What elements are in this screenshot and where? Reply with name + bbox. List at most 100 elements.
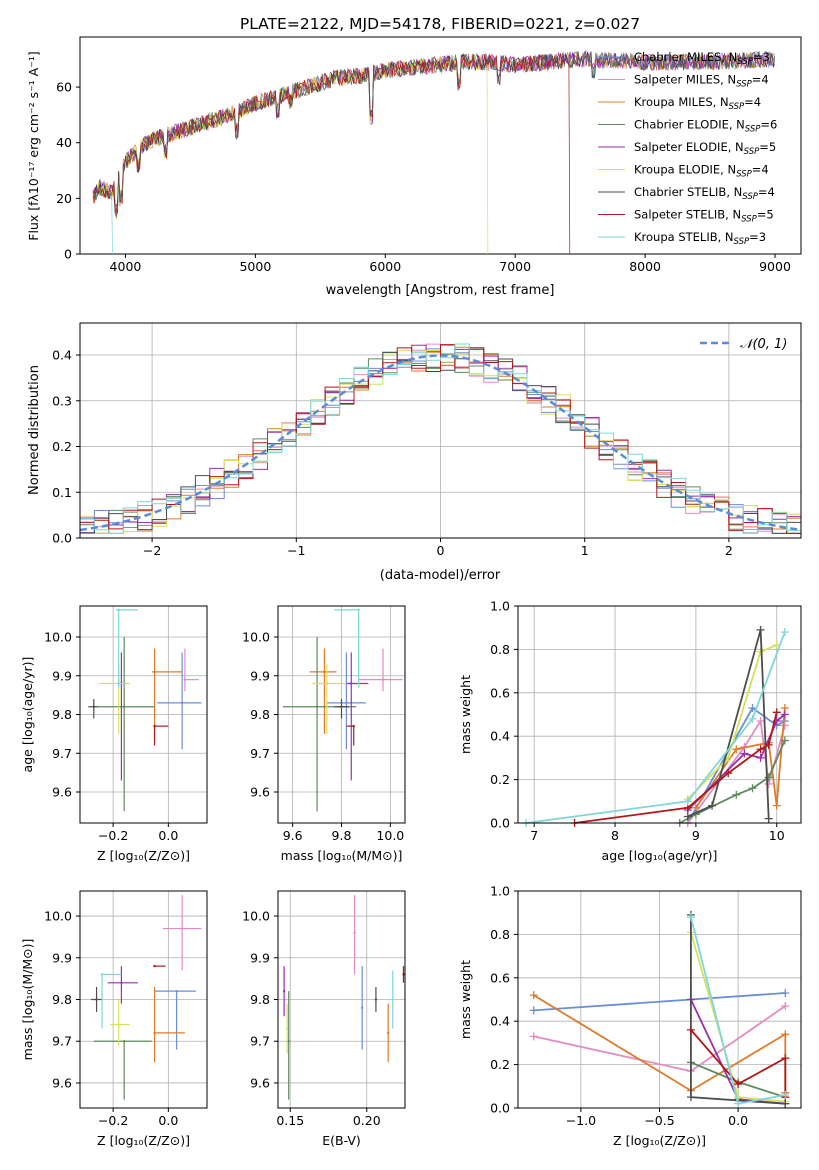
weight-vs-age-panel: 7 8 9 10 0.0 0.2 0.4 0.6 0.8 1.0 age [log₁₀(age/yr… — [458, 599, 802, 863]
series-line — [687, 644, 778, 800]
legend-label: Salpeter STELIB, NSSP=5 — [634, 208, 774, 225]
series-marker — [748, 703, 757, 712]
series-line — [687, 629, 770, 819]
data-point — [381, 678, 385, 681]
data-point — [153, 670, 156, 674]
figure-title: PLATE=2122, MJD=54178, FIBERID=0221, z=0… — [240, 15, 640, 33]
y-tick-label: 9.9 — [250, 950, 270, 965]
x-tick-label: 8000 — [629, 259, 661, 274]
data-point — [180, 701, 184, 705]
data-point — [340, 705, 343, 708]
x-tick-label: 9.8 — [332, 828, 352, 843]
series-marker — [780, 721, 789, 730]
plot-area-frame — [517, 605, 802, 824]
data-point — [402, 973, 405, 976]
residuals-x-label: (data-model)/error — [380, 568, 501, 583]
y-tick-label: 9.9 — [250, 668, 270, 683]
residuals-y-ticks: 0.0 0.1 0.2 0.3 0.4 — [52, 348, 80, 546]
data-point — [282, 989, 286, 993]
series-line — [679, 740, 786, 824]
y-tick-label: 9.7 — [52, 746, 72, 761]
legend-label: Chabrier ELODIE, NSSP=6 — [634, 118, 777, 135]
data-point — [153, 964, 156, 968]
series-marker — [780, 736, 789, 745]
legend-label: Kroupa ELODIE, NSSP=4 — [634, 163, 769, 180]
data-point — [357, 608, 360, 612]
spectrum-lines — [92, 49, 775, 255]
series-marker — [748, 714, 757, 723]
data-point — [325, 682, 329, 685]
series-marker — [756, 717, 765, 726]
y-tick-label: 0.0 — [490, 1101, 510, 1116]
data-point — [315, 705, 319, 708]
data-point — [353, 931, 356, 934]
y-tick-label: 9.7 — [52, 1034, 72, 1049]
legend-label: Chabrier MILES, NSSP=3 — [634, 50, 770, 67]
y-axis-label: mass weight — [458, 960, 473, 1039]
y-tick-label: 0.4 — [490, 1014, 510, 1029]
x-tick-label: 7000 — [499, 259, 531, 274]
x-tick-label: −0.2 — [98, 1113, 128, 1128]
y-axis-label: age [log₁₀(age/yr)] — [20, 657, 35, 773]
y-tick-label: 10.0 — [242, 909, 270, 924]
x-axis-label: E(B-V) — [322, 1133, 361, 1148]
series-marker — [781, 988, 790, 997]
series-marker — [756, 745, 765, 754]
y-tick-label: 40 — [56, 135, 72, 150]
age-vs-metallicity-panel: −0.2 0.0 9.6 9.7 9.8 9.9 10.0 Z [log₁₀(Z/Z⊙)] ag… — [20, 605, 208, 863]
legend-label: Salpeter MILES, NSSP=4 — [634, 73, 769, 90]
series-marker — [740, 749, 749, 758]
y-tick-label: 1.0 — [490, 599, 510, 614]
mass-vs-extinction-panel: 0.15 0.20 9.6 9.7 9.8 9.9 10.0 E(B-V) — [242, 890, 406, 1148]
x-tick-label: −1.0 — [566, 1113, 596, 1128]
y-tick-label: 9.9 — [52, 668, 72, 683]
x-tick-label: −0.2 — [98, 828, 128, 843]
series-marker — [748, 784, 757, 793]
y-tick-label: 0.4 — [490, 729, 510, 744]
series-marker — [780, 710, 789, 719]
x-tick-label: 0.0 — [728, 1113, 748, 1128]
series-marker — [686, 1025, 695, 1034]
x-tick-label: 0 — [437, 543, 445, 558]
x-tick-label: 5000 — [239, 259, 271, 274]
y-axis-label: mass [log₁₀(M/M⊙)] — [20, 939, 35, 1061]
series-marker — [764, 740, 773, 749]
series-marker — [780, 628, 789, 637]
x-tick-label: 0.20 — [353, 1113, 381, 1128]
y-tick-label: 9.8 — [250, 992, 270, 1007]
y-tick-label: 0 — [64, 247, 72, 262]
x-tick-label: 0.0 — [158, 1113, 178, 1128]
y-tick-label: 0.2 — [490, 1057, 510, 1072]
data-point — [95, 998, 98, 1001]
legend-label: Kroupa STELIB, NSSP=3 — [634, 230, 766, 247]
series-marker — [764, 773, 773, 782]
x-tick-label: 8 — [611, 828, 619, 843]
legend-label: Kroupa MILES, NSSP=4 — [634, 95, 761, 112]
legend-label: Chabrier STELIB, NSSP=4 — [634, 185, 775, 202]
histogram-series — [80, 343, 801, 534]
series-marker — [772, 801, 781, 810]
legend-label: Salpeter ELODIE, NSSP=5 — [634, 140, 776, 157]
series-marker — [756, 625, 765, 634]
series-marker — [724, 769, 733, 778]
spectrum-legend: Chabrier MILES, NSSP=3 Salpeter MILES, NS… — [598, 50, 777, 247]
y-tick-label: 9.6 — [52, 785, 72, 800]
y-tick-label: 0.1 — [52, 485, 72, 500]
series-line — [574, 712, 778, 824]
spectrum-y-label: Flux [fλ10⁻¹⁷ erg cm⁻² s⁻¹ A⁻¹] — [26, 51, 41, 240]
data-point — [122, 705, 126, 708]
series-line — [533, 992, 786, 1012]
x-tick-label: 2 — [725, 543, 733, 558]
data-point — [175, 989, 178, 993]
series-line — [525, 631, 786, 824]
x-tick-label: 0.15 — [276, 1113, 304, 1128]
series-marker — [781, 1002, 790, 1011]
y-tick-label: 0.3 — [52, 393, 72, 408]
series-marker — [529, 1006, 538, 1015]
series-marker — [734, 1080, 743, 1089]
series-marker — [732, 745, 741, 754]
x-tick-label: −1 — [287, 543, 305, 558]
y-tick-label: 0.2 — [52, 439, 72, 454]
data-point — [323, 670, 326, 674]
y-tick-label: 9.8 — [52, 992, 72, 1007]
